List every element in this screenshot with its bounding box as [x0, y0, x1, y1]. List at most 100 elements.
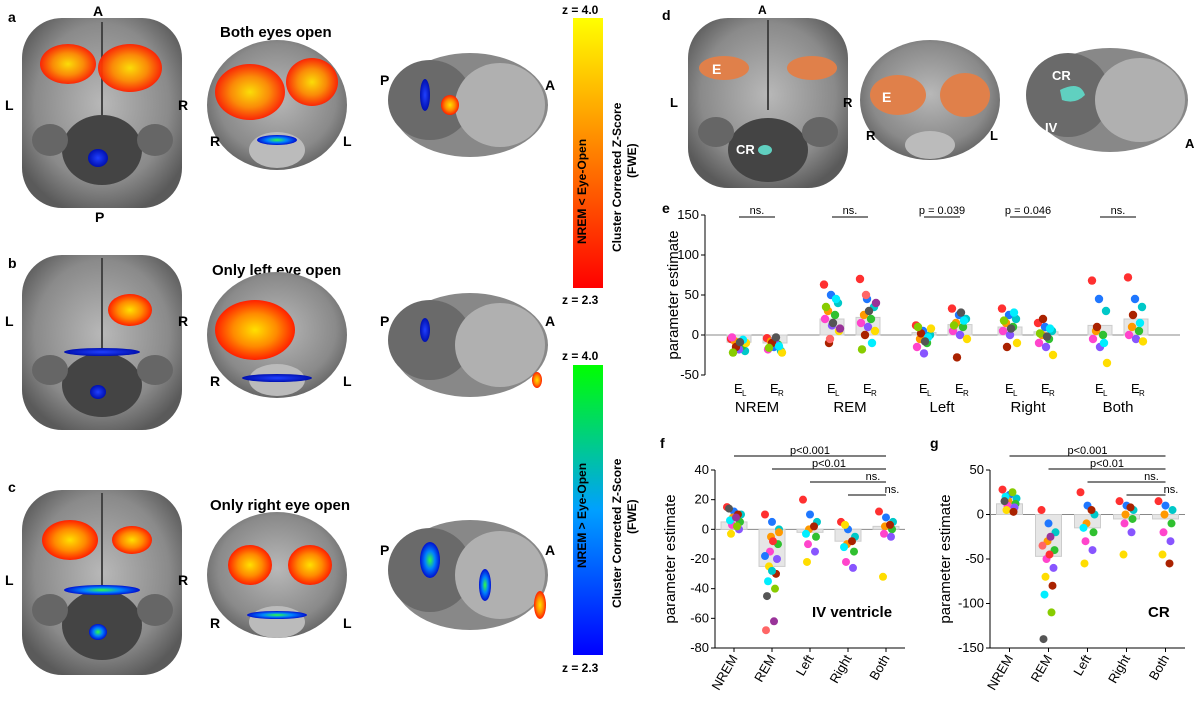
- orient-b3-posterior: P: [380, 313, 389, 329]
- panel-title-b: Only left eye open: [212, 262, 341, 279]
- f-comparison-label: p<0.001: [790, 445, 830, 457]
- e-bar-label: E: [1041, 381, 1050, 396]
- brain-image-c3: [388, 520, 548, 630]
- g-data-point: [1166, 537, 1175, 546]
- e-data-point: [913, 322, 923, 332]
- e-data-point: [864, 306, 874, 316]
- orient-b2-right: R: [210, 373, 220, 389]
- e-data-point: [1124, 330, 1134, 340]
- e-group-label: Right: [1010, 399, 1046, 416]
- f-x-tick-label: NREM: [708, 652, 740, 693]
- g-data-point: [1040, 590, 1049, 599]
- g-data-point: [1081, 537, 1090, 546]
- brain-image-d2: [860, 40, 1000, 160]
- e-data-point: [1130, 294, 1140, 304]
- brain-image-b3: [388, 293, 548, 397]
- orient-a-anterior: A: [93, 3, 103, 19]
- e-data-point: [949, 321, 959, 330]
- brain-image-a2: [207, 40, 347, 170]
- brain-image-c2: [207, 512, 347, 638]
- orient-b-left: L: [5, 313, 14, 329]
- chart-f: f 40 20 0 -20 -40 -60 -80 parameter estimate NRE…: [660, 435, 905, 693]
- e-comparison-label: p = 0.039: [919, 205, 965, 217]
- orient-c2-left: L: [343, 615, 352, 631]
- e-data-point: [919, 349, 929, 358]
- f-comparison-label: p<0.01: [812, 458, 846, 470]
- e-data-point: [952, 353, 962, 362]
- e-data-point: [1127, 322, 1137, 332]
- e-bar-label-sub: L: [1013, 389, 1018, 398]
- orient-a2-right: R: [210, 133, 220, 149]
- e-data-point: [1123, 273, 1133, 282]
- f-data-point: [762, 626, 770, 635]
- g-data-point: [1039, 635, 1048, 644]
- e-bar-label-sub: R: [963, 389, 969, 398]
- e-bar-label: E: [1095, 381, 1104, 396]
- e-data-point: [735, 338, 745, 347]
- g-data-point: [1038, 541, 1047, 550]
- g-data-point: [1002, 506, 1011, 515]
- e-y-tick-label: 0: [692, 327, 699, 342]
- f-data-point: [763, 592, 771, 601]
- e-data-point: [1135, 318, 1145, 328]
- f-data-point: [803, 557, 811, 566]
- e-y-tick-label: 100: [677, 247, 699, 262]
- f-y-tick-label: -20: [690, 551, 709, 566]
- e-data-point: [1138, 337, 1148, 346]
- orient-d3-anterior: A: [1185, 136, 1195, 151]
- colorbar-top: z = 4.0 z = 2.3 NREM < Eye-Open Cluster …: [562, 3, 639, 307]
- g-data-point: [1121, 510, 1130, 519]
- e-data-point: [1002, 342, 1012, 352]
- e-data-point: [916, 329, 926, 338]
- label-d2-E: E: [882, 89, 891, 105]
- g-y-tick-label: -50: [965, 551, 984, 566]
- e-data-point: [1011, 314, 1021, 324]
- g-data-point: [1087, 506, 1096, 515]
- e-group-label: NREM: [735, 399, 779, 416]
- g-data-point: [1128, 514, 1137, 523]
- f-x-tick-label: Both: [866, 652, 892, 683]
- e-bar-label-sub: L: [1103, 389, 1108, 398]
- e-data-point: [764, 343, 774, 352]
- e-data-point: [958, 322, 968, 332]
- e-data-point: [1034, 338, 1044, 348]
- e-data-point: [771, 333, 781, 342]
- g-x-tick-label: Right: [1105, 652, 1133, 686]
- brain-image-a1: [22, 18, 182, 208]
- g-data-point: [1161, 501, 1170, 510]
- g-data-point: [1167, 519, 1176, 528]
- g-data-point: [1079, 523, 1088, 532]
- g-comparison-label: p<0.01: [1090, 458, 1124, 470]
- e-data-point: [857, 345, 867, 354]
- e-data-point: [774, 342, 784, 351]
- g-data-point: [1165, 559, 1174, 568]
- e-y-tick-label: 150: [677, 207, 699, 222]
- g-data-point: [1159, 528, 1168, 537]
- panel-label-a: a: [8, 9, 16, 25]
- e-data-point: [863, 322, 873, 332]
- colorbar-bottom-gradient: [573, 365, 603, 655]
- e-data-point: [920, 337, 930, 346]
- f-x-tick-label: REM: [751, 652, 778, 685]
- g-y-axis-label: parameter estimate: [937, 494, 954, 623]
- g-data-point: [1115, 497, 1124, 506]
- g-data-point: [1080, 559, 1089, 568]
- g-data-point: [1154, 497, 1163, 506]
- g-data-point: [1037, 506, 1046, 515]
- e-y-axis-label: parameter estimate: [665, 230, 682, 359]
- f-y-tick-label: 20: [695, 492, 709, 507]
- colorbar-top-metric: Cluster Corrected Z-Score: [610, 102, 624, 252]
- e-data-point: [1101, 306, 1111, 316]
- colorbar-top-min-label: z = 2.3: [562, 293, 599, 307]
- f-data-point: [725, 504, 733, 513]
- panel-label-d: d: [662, 7, 671, 23]
- f-y-tick-label: -60: [690, 610, 709, 625]
- e-y-tick-label: 50: [685, 287, 699, 302]
- f-data-point: [761, 552, 769, 561]
- g-x-tick-label: Both: [1146, 652, 1172, 683]
- label-d-CR: CR: [736, 142, 755, 157]
- g-data-point: [1120, 519, 1129, 528]
- g-data-point: [1041, 572, 1050, 581]
- e-data-point: [1048, 350, 1058, 360]
